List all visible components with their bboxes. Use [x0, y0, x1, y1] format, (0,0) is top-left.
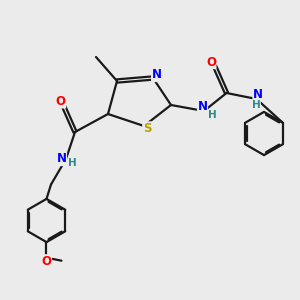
- Text: N: N: [152, 68, 162, 82]
- Text: N: N: [56, 152, 67, 166]
- Text: S: S: [143, 122, 151, 135]
- Text: O: O: [206, 56, 216, 69]
- Text: N: N: [197, 100, 208, 113]
- Text: O: O: [56, 95, 66, 108]
- Text: N: N: [253, 88, 263, 101]
- Text: H: H: [208, 110, 217, 120]
- Text: H: H: [68, 158, 77, 168]
- Text: O: O: [41, 255, 52, 268]
- Text: H: H: [251, 100, 260, 110]
